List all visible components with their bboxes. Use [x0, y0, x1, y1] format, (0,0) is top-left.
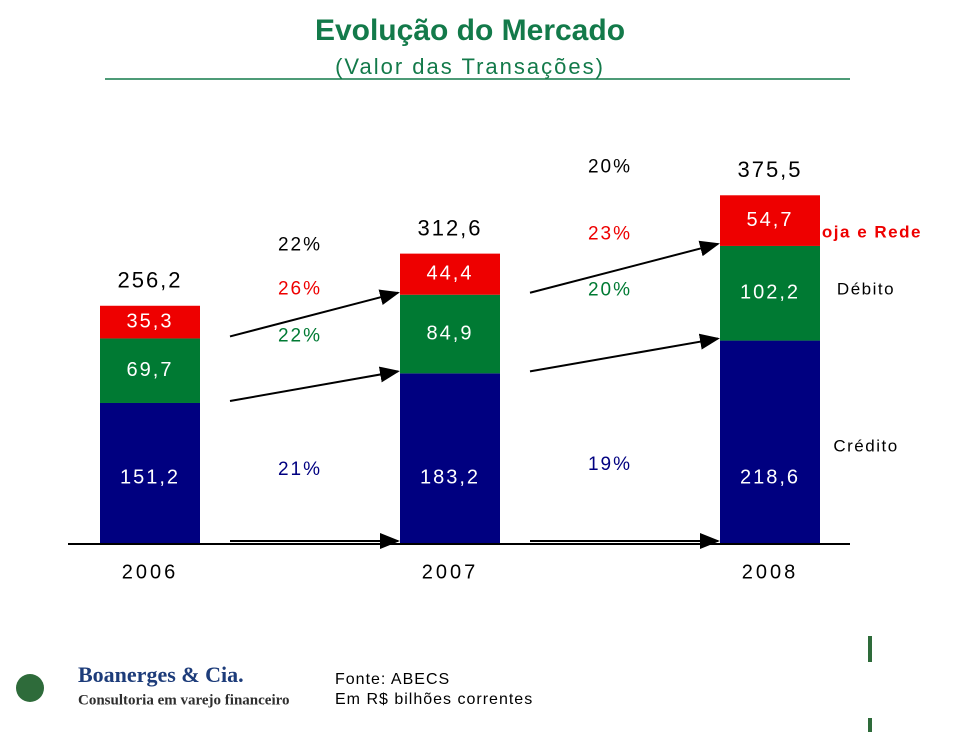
- growth-arrow: [529, 240, 720, 294]
- value-label: 69,7: [127, 359, 174, 381]
- x-tick-label: 2007: [422, 561, 479, 583]
- growth-label: 21%: [278, 459, 322, 480]
- growth-arrow: [229, 366, 400, 402]
- bar-segment: [400, 253, 500, 295]
- value-label: 151,2: [120, 466, 180, 488]
- logo: Boanerges & Cia. Consultoria em varejo f…: [16, 662, 290, 708]
- value-label: 183,2: [420, 466, 480, 488]
- legend-label: Crédito: [833, 436, 898, 455]
- bar-segment: [400, 373, 500, 543]
- value-label: 54,7: [747, 209, 794, 231]
- total-label: 375,5: [737, 157, 802, 182]
- brand: Boanerges & Cia.: [78, 662, 244, 687]
- total-label: 312,6: [417, 215, 482, 240]
- value-label: 44,4: [427, 262, 474, 284]
- bar-segment: [100, 338, 200, 403]
- bar-segment: [100, 402, 200, 543]
- bar-segment: [720, 245, 820, 341]
- bar-segment: [720, 340, 820, 543]
- x-tick-label: 2008: [742, 561, 799, 583]
- value-label: 102,2: [740, 282, 800, 304]
- bar-segment: [100, 305, 200, 339]
- legend-label: Loja e Rede: [810, 222, 922, 241]
- growth-label: 23%: [588, 223, 632, 244]
- value-label: 84,9: [427, 322, 474, 344]
- growth-label: 19%: [588, 454, 632, 475]
- chart-subtitle: (Valor das Transações): [335, 54, 605, 79]
- growth-arrow: [529, 333, 720, 373]
- bar-segment: [720, 195, 820, 246]
- growth-label: 22%: [278, 235, 322, 256]
- growth-label: 26%: [278, 279, 322, 300]
- growth-label: 22%: [278, 326, 322, 347]
- tagline: Consultoria em varejo financeiro: [78, 692, 290, 708]
- growth-arrow: [229, 289, 400, 338]
- chart-title: Evolução do Mercado: [315, 14, 625, 47]
- total-label: 256,2: [117, 268, 182, 293]
- value-label: 35,3: [127, 310, 174, 332]
- legend-label: Débito: [837, 279, 895, 298]
- growth-label: 20%: [588, 156, 632, 177]
- value-label: 218,6: [740, 466, 800, 488]
- note: Em R$ bilhões correntes: [335, 691, 533, 708]
- growth-label: 20%: [588, 279, 632, 300]
- footer-box: [316, 662, 936, 718]
- x-tick-label: 2006: [122, 561, 179, 583]
- bar-segment: [400, 294, 500, 374]
- source: Fonte: ABECS: [335, 671, 450, 688]
